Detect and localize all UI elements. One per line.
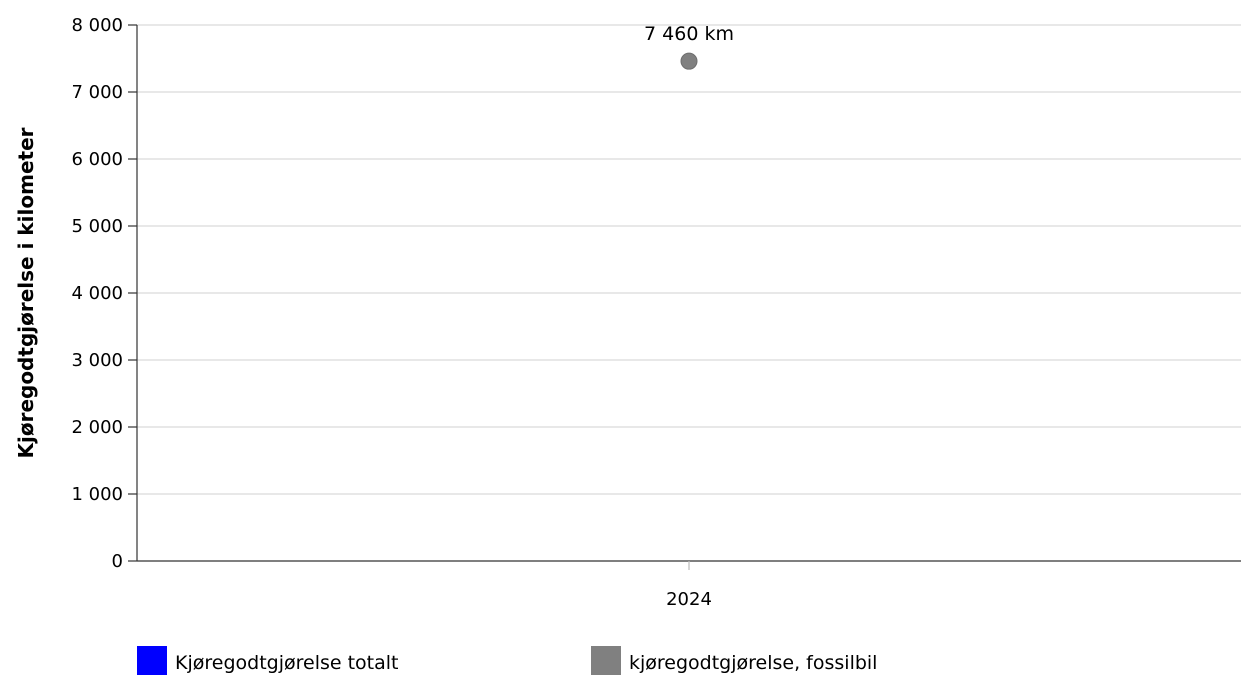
x-tick-labels: 2024 <box>666 589 712 610</box>
gridlines <box>137 24 1241 495</box>
y-tick-labels: 0 1 000 2 000 3 000 4 000 5 000 6 000 7 000 8 00… <box>71 15 123 572</box>
y-tick-label: 5 000 <box>71 216 123 237</box>
y-tick-label: 1 000 <box>71 484 123 505</box>
legend-label: kjøregodtgjørelse, fossilbil <box>629 652 877 674</box>
data-label: 7 460 km <box>644 23 734 45</box>
legend: Kjøregodtgjørelse totalt kjøregodtgjørels… <box>137 646 877 675</box>
data-point <box>680 52 698 70</box>
y-tick-label: 4 000 <box>71 283 123 304</box>
axes <box>128 24 1241 570</box>
y-axis-title: Kjøregodtgjørelse i kilometer <box>14 127 38 458</box>
x-tick-label: 2024 <box>666 589 712 610</box>
y-tick-label: 2 000 <box>71 417 123 438</box>
y-tick-label: 3 000 <box>71 350 123 371</box>
y-tick-label: 7 000 <box>71 82 123 103</box>
legend-swatch <box>137 646 167 675</box>
legend-swatch <box>591 646 621 675</box>
legend-label: Kjøregodtgjørelse totalt <box>175 652 399 674</box>
y-tick-label: 8 000 <box>71 15 123 36</box>
y-tick-label: 0 <box>112 551 123 572</box>
data-points: 7 460 km <box>644 23 734 70</box>
y-tick-label: 6 000 <box>71 149 123 170</box>
